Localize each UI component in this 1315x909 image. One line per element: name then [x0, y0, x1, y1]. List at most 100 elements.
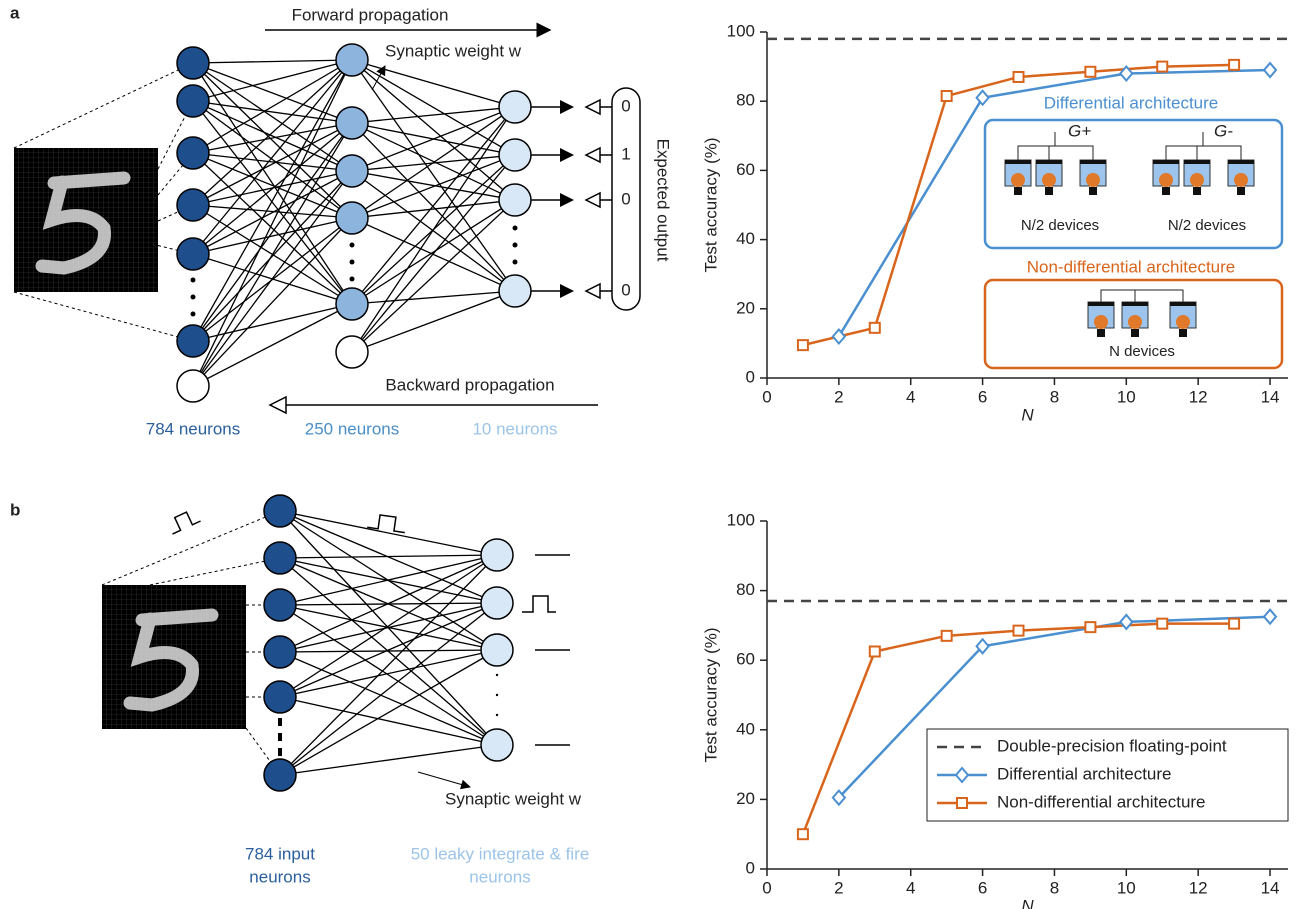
- neuron: [176, 136, 210, 170]
- x-tick-label: 0: [762, 878, 771, 897]
- connection: [351, 170, 516, 292]
- y-tick-label: 40: [736, 229, 755, 248]
- inset-label: N/2 devices: [1168, 217, 1246, 234]
- marker: [1084, 65, 1097, 78]
- marker: [1084, 621, 1097, 634]
- connection: [279, 554, 498, 653]
- neuron: [480, 586, 514, 620]
- neuron: [335, 43, 369, 77]
- connection: [279, 602, 498, 698]
- connection: [192, 62, 353, 172]
- connection: [279, 510, 498, 556]
- marker: [940, 90, 953, 103]
- connection: [351, 290, 516, 305]
- spike: [367, 514, 405, 534]
- legend-label: Non-differential architecture: [997, 792, 1206, 811]
- connection: [192, 59, 353, 206]
- device-foot: [1014, 187, 1022, 195]
- neuron: [176, 188, 210, 222]
- x-tick-label: 14: [1261, 878, 1280, 897]
- output-value: 0: [621, 96, 630, 115]
- ellipsis-dot: [495, 673, 499, 677]
- marker: [1012, 70, 1025, 83]
- marker: [1262, 61, 1278, 79]
- target-head: [584, 146, 601, 164]
- connection: [192, 59, 353, 102]
- bracket: [1100, 289, 1184, 302]
- backward-head: [268, 395, 287, 415]
- y-tick-label: 100: [727, 21, 755, 40]
- ellipsis-dot: [495, 693, 499, 697]
- marker: [831, 327, 847, 346]
- ellipsis-dot: [349, 276, 355, 282]
- x-axis-label: N: [1021, 896, 1034, 909]
- connection: [351, 122, 516, 292]
- ellipsis-dot: [190, 294, 196, 300]
- x-tick-label: 2: [834, 387, 843, 406]
- connection: [192, 303, 353, 387]
- device-blob: [1128, 315, 1142, 329]
- x-tick-label: 0: [762, 387, 771, 406]
- marker: [1012, 624, 1025, 637]
- marker: [1156, 617, 1169, 630]
- y-tick-label: 60: [736, 650, 755, 669]
- connection: [279, 554, 498, 559]
- connection: [351, 199, 516, 305]
- y-tick-label: 0: [746, 858, 755, 877]
- inset-label: G+: [1068, 121, 1091, 140]
- layer-label: neurons: [249, 867, 310, 886]
- connection: [351, 59, 516, 201]
- neuron: [335, 154, 369, 188]
- output-head: [560, 193, 574, 207]
- connection: [192, 217, 353, 387]
- device-top: [1153, 160, 1179, 164]
- weight-arrow: [417, 771, 471, 790]
- spike: [522, 595, 556, 613]
- output-head: [560, 100, 574, 114]
- marker: [1262, 608, 1278, 626]
- marker: [831, 789, 847, 807]
- connection: [192, 303, 353, 342]
- neuron: [176, 84, 210, 118]
- x-tick-label: 14: [1261, 387, 1280, 406]
- connection: [351, 199, 516, 219]
- x-tick-label: 6: [978, 387, 987, 406]
- inset-label: N devices: [1109, 343, 1175, 360]
- connection: [351, 106, 516, 305]
- series-line: [837, 615, 1271, 799]
- neuron: [335, 335, 369, 369]
- neuron: [335, 106, 369, 140]
- x-tick-label: 12: [1189, 878, 1208, 897]
- connection: [192, 62, 353, 219]
- device-top: [1170, 302, 1196, 306]
- x-tick-label: 8: [1050, 387, 1059, 406]
- connection: [351, 106, 516, 353]
- layer-label: 784 neurons: [146, 419, 241, 438]
- connection: [279, 602, 498, 653]
- connection: [279, 554, 498, 776]
- backward-label: Backward propagation: [385, 375, 554, 394]
- connection: [192, 62, 353, 124]
- legend-box: [926, 728, 1289, 822]
- y-tick-label: 20: [736, 298, 755, 317]
- connection: [279, 554, 498, 698]
- neuron: [480, 728, 514, 762]
- y-tick-label: 20: [736, 789, 755, 808]
- ellipsis-dot: [278, 718, 282, 726]
- device-top: [1005, 160, 1031, 164]
- device-foot: [1179, 329, 1187, 337]
- ellipsis-dot: [512, 242, 518, 248]
- dashed-link: [13, 62, 194, 149]
- connection: [279, 649, 498, 653]
- ellipsis-dot: [278, 733, 282, 741]
- connection: [192, 100, 353, 305]
- input-image: [14, 148, 158, 292]
- y-tick-label: 100: [727, 510, 755, 529]
- ellipsis-dot: [512, 259, 518, 265]
- ellipsis-dot: [278, 748, 282, 756]
- device-blob: [1094, 315, 1108, 329]
- device-top: [1080, 160, 1106, 164]
- device-top: [1088, 302, 1114, 306]
- ellipsis-dot: [495, 713, 499, 717]
